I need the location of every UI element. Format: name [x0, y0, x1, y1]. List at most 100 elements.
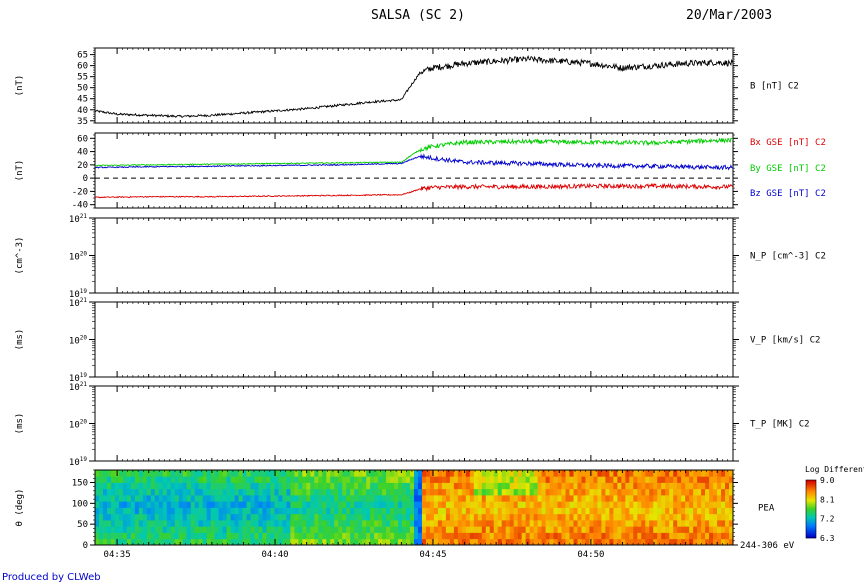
heatmap-cell: [497, 476, 503, 483]
heatmap-cell: [250, 501, 255, 508]
heatmap-cell: [346, 476, 351, 483]
heatmap-cell: [469, 495, 475, 502]
heatmap-cell: [525, 470, 531, 477]
heatmap-cell: [346, 501, 351, 508]
heatmap-cell: [665, 488, 670, 496]
heatmap-cell: [545, 538, 550, 546]
heatmap-cell: [198, 520, 204, 527]
colorbar-swatch: [806, 497, 816, 499]
heatmap-cell: [366, 476, 371, 483]
heatmap-cell: [242, 532, 247, 540]
heatmap-cell: [641, 513, 646, 521]
heatmap-cell: [677, 507, 682, 515]
heatmap-cell: [158, 520, 164, 527]
heatmap-cell: [697, 495, 702, 502]
heatmap-cell: [685, 482, 690, 490]
heatmap-cell: [673, 501, 678, 508]
heatmap-cell: [613, 482, 618, 490]
colorbar-swatch: [806, 498, 816, 500]
heatmap-cell: [521, 482, 527, 490]
heatmap-cell: [521, 488, 527, 496]
y-tick-label: 35: [77, 117, 88, 127]
heatmap-cell: [597, 501, 602, 508]
heatmap-cell: [326, 538, 331, 546]
heatmap-cell: [334, 513, 339, 521]
heatmap-cell: [581, 520, 586, 527]
heatmap-cell: [286, 513, 291, 521]
heatmap-cell: [549, 513, 554, 521]
heatmap-cell: [298, 482, 303, 490]
heatmap-cell: [637, 495, 642, 502]
heatmap-cell: [605, 488, 610, 496]
heatmap-cell: [589, 482, 594, 490]
heatmap-cell: [146, 470, 152, 477]
heatmap-cell: [334, 532, 339, 540]
heatmap-cell: [529, 476, 535, 483]
heatmap-cell: [565, 507, 570, 515]
heatmap-cell: [202, 476, 208, 483]
heatmap-cell: [378, 488, 383, 496]
heatmap-cell: [214, 495, 220, 502]
heatmap-cell: [382, 495, 387, 502]
heatmap-cell: [366, 501, 371, 508]
heatmap-cell: [178, 532, 184, 540]
heatmap-cell: [601, 513, 606, 521]
heatmap-cell: [505, 538, 511, 546]
heatmap-cell: [549, 495, 554, 502]
heatmap-cell: [142, 495, 148, 502]
heatmap-cell: [270, 538, 275, 546]
heatmap-cell: [118, 526, 124, 533]
heatmap-cell: [394, 532, 399, 540]
x-tick-label: 04:35: [104, 550, 131, 560]
heatmap-cell: [625, 532, 630, 540]
credit-link[interactable]: Produced by CLWeb: [2, 572, 101, 583]
heatmap-cell: [545, 476, 550, 483]
heatmap-cell: [665, 476, 670, 483]
heatmap-cell: [485, 501, 491, 508]
heatmap-cell: [541, 470, 546, 477]
heatmap-cell: [182, 488, 188, 496]
heatmap-cell: [174, 488, 180, 496]
heatmap-cell: [322, 532, 327, 540]
heatmap-cell: [429, 501, 435, 508]
heatmap-cell: [122, 520, 128, 527]
heatmap-cell: [709, 538, 714, 546]
heatmap-cell: [190, 488, 196, 496]
heatmap-cell: [154, 520, 160, 527]
heatmap-cell: [346, 482, 351, 490]
heatmap-cell: [226, 470, 231, 477]
heatmap-cell: [561, 526, 566, 533]
colorbar-swatch: [806, 481, 816, 483]
heatmap-cell: [717, 507, 722, 515]
heatmap-cell: [453, 488, 459, 496]
heatmap-cell: [661, 532, 666, 540]
heatmap-cell: [441, 513, 447, 521]
heatmap-cell: [421, 538, 427, 546]
heatmap-cell: [681, 482, 686, 490]
heatmap-cell: [410, 520, 415, 527]
heatmap-cell: [194, 526, 200, 533]
heatmap-cell: [621, 526, 626, 533]
heatmap-cell: [326, 470, 331, 477]
heatmap-cell: [338, 501, 343, 508]
heatmap-cell: [681, 520, 686, 527]
heatmap-cell: [158, 526, 164, 533]
heatmap-cell: [481, 507, 487, 515]
heatmap-cell: [721, 501, 726, 508]
heatmap-cell: [713, 520, 718, 527]
colorbar-swatch: [806, 535, 816, 537]
heatmap-cell: [553, 526, 558, 533]
heatmap-cell: [661, 507, 666, 515]
heatmap-cell: [194, 532, 200, 540]
heatmap-cell: [142, 476, 148, 483]
heatmap-cell: [366, 526, 371, 533]
heatmap-cell: [629, 488, 634, 496]
colorbar-swatch: [806, 532, 816, 534]
heatmap-cell: [350, 507, 355, 515]
heatmap-cell: [489, 532, 495, 540]
heatmap-cell: [126, 482, 132, 490]
colorbar-swatch: [806, 537, 816, 539]
heatmap-cell: [445, 526, 451, 533]
heatmap-cell: [469, 482, 475, 490]
heatmap-cell: [437, 532, 443, 540]
